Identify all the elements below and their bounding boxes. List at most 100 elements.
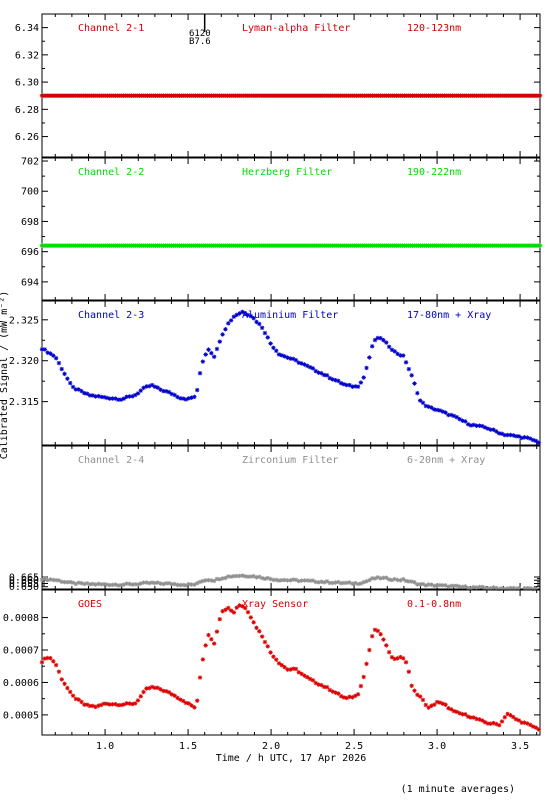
data-point [158, 687, 163, 692]
data-point [536, 440, 541, 445]
data-point [420, 400, 426, 406]
data-point [516, 586, 522, 591]
data-point [237, 603, 242, 608]
data-point [319, 682, 324, 688]
y-tick-label: 2.315 [9, 397, 39, 408]
data-point [209, 578, 214, 583]
data-point [488, 586, 493, 591]
data-point [432, 702, 437, 707]
data-point [68, 579, 73, 585]
data-point [333, 690, 338, 695]
y-tick-label: 6.30 [15, 78, 39, 89]
data-point [147, 383, 152, 389]
data-point [149, 684, 155, 690]
data-point [310, 678, 316, 683]
data-point [302, 362, 307, 367]
data-point [242, 311, 248, 316]
data-point [217, 617, 222, 622]
data-point [530, 724, 536, 729]
data-point [96, 393, 101, 399]
x-tick-label: 2.5 [345, 741, 363, 752]
data-point [90, 703, 95, 709]
data-point [113, 701, 118, 707]
data-point [257, 574, 262, 580]
y-tick-label: 0.0008 [3, 613, 39, 624]
data-point [505, 711, 510, 717]
data-point [513, 434, 519, 439]
data-point [90, 393, 95, 398]
data-point [124, 701, 129, 706]
data-point [73, 387, 79, 392]
x-tick-label: 1.5 [179, 741, 197, 752]
data-point [412, 688, 417, 693]
data-point [45, 655, 50, 661]
data-point [463, 584, 468, 589]
data-point [468, 423, 474, 428]
data-point [322, 684, 327, 690]
y-tick-label: 698 [21, 217, 39, 228]
data-point [516, 718, 522, 723]
data-point [353, 580, 358, 586]
data-point [282, 577, 287, 583]
data-point [101, 581, 107, 587]
data-point [389, 577, 395, 583]
data-point [220, 332, 225, 337]
data-point [369, 634, 375, 639]
data-point [96, 703, 101, 708]
data-point [203, 352, 208, 357]
data-point [42, 656, 48, 661]
data-point [195, 581, 200, 586]
data-point [197, 675, 203, 680]
channel-label: Channel 2-3 [78, 310, 144, 321]
data-point [99, 582, 104, 587]
data-point [178, 396, 183, 401]
data-point [471, 422, 476, 428]
data-point [313, 579, 318, 585]
data-point [186, 396, 191, 401]
data-point [166, 581, 172, 586]
data-point [347, 694, 352, 700]
data-point [127, 581, 132, 587]
data-point [245, 574, 251, 579]
data-point [403, 360, 409, 365]
data-point [288, 578, 293, 583]
data-point [508, 432, 513, 438]
data-point [231, 314, 237, 319]
data-point [333, 580, 338, 585]
data-point [268, 341, 273, 346]
x-tick-label: 1.0 [96, 741, 114, 752]
data-point [392, 576, 397, 582]
data-point [79, 699, 84, 705]
data-point [155, 580, 160, 585]
data-point [237, 311, 242, 316]
data-point [322, 580, 327, 585]
y-tick-label: 6.26 [15, 132, 39, 143]
data-point [68, 380, 73, 386]
data-point [451, 583, 457, 589]
filter-label: Lyman-alpha Filter [242, 23, 350, 34]
data-point [265, 575, 270, 581]
data-point [276, 352, 282, 357]
data-point [505, 432, 510, 438]
data-point [65, 376, 70, 381]
data-point [124, 581, 129, 586]
channel-label: GOES [78, 599, 102, 610]
data-point [251, 574, 256, 579]
data-point [209, 637, 214, 642]
data-point [361, 580, 366, 585]
data-point [186, 701, 191, 706]
data-point [211, 641, 217, 646]
data-point [496, 586, 502, 592]
data-point [107, 396, 112, 401]
data-point [93, 704, 98, 710]
data-point [175, 582, 180, 588]
data-point [401, 576, 406, 582]
data-point [288, 356, 293, 361]
data-point [344, 382, 349, 388]
y-tick-label: 0.0007 [3, 646, 39, 657]
data-point [480, 584, 485, 590]
data-point [262, 639, 268, 645]
data-point [327, 580, 333, 586]
data-point [245, 312, 251, 318]
data-point [528, 586, 533, 591]
